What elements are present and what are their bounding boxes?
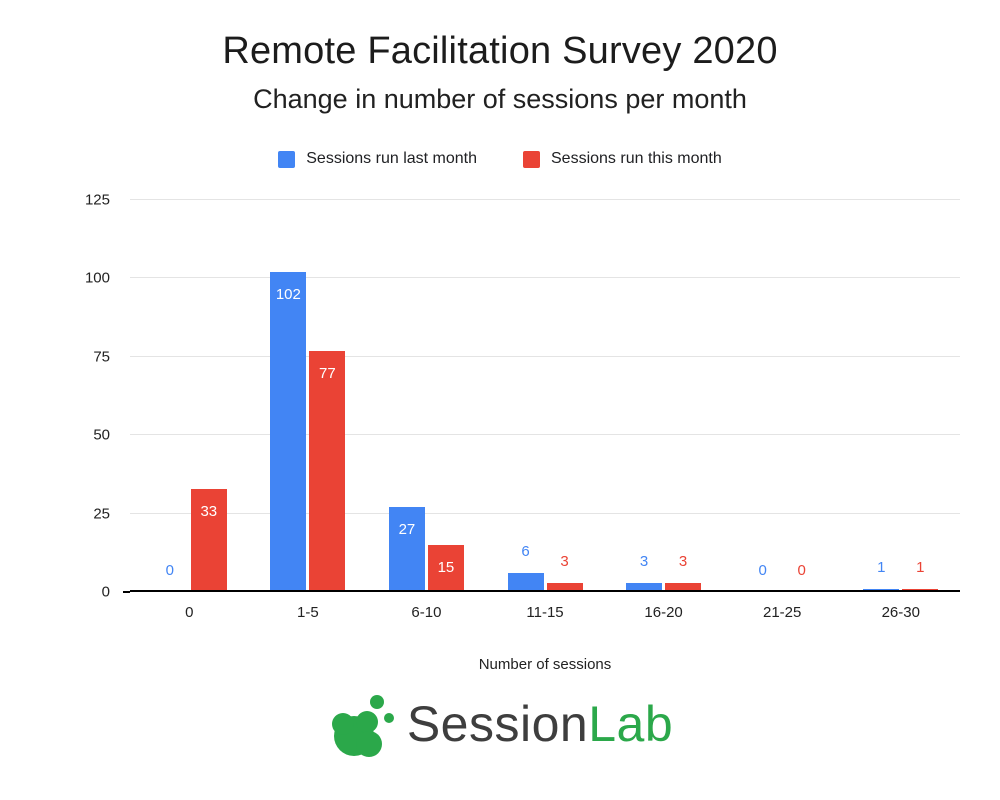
- bar-fill: [665, 583, 702, 592]
- x-tick-label: 0: [185, 604, 194, 621]
- gridline-125: [130, 199, 960, 200]
- bar-group-1-5: 102 77: [249, 200, 368, 592]
- bar-last-month-26-30: 1: [863, 200, 900, 592]
- chart-title: Remote Facilitation Survey 2020: [222, 30, 778, 72]
- x-axis-title: Number of sessions: [478, 656, 612, 673]
- legend-item: Sessions run last month: [278, 150, 477, 168]
- y-tick-label: 125: [84, 191, 110, 209]
- bar-group-0: 0 33: [130, 200, 249, 592]
- bar-this-month-1-5: 77: [309, 200, 346, 592]
- gridline-100: [130, 277, 960, 278]
- plot-area: 0 33 102 77 27 15 6 3 3 3 0 0 1 1: [123, 199, 960, 593]
- bar-last-month-6-10: 27: [388, 200, 425, 592]
- bar-fill: [190, 489, 227, 592]
- brand-text-primary: Session: [406, 696, 589, 752]
- bar-fill: [507, 573, 544, 592]
- bar-last-month-11-15: 6: [507, 200, 544, 592]
- bar-value-label: 1: [916, 559, 925, 576]
- bar-value-label: 0: [165, 562, 174, 579]
- bar-value-label: 27: [398, 521, 416, 538]
- bar-last-month-21-25: 0: [745, 200, 781, 592]
- bar-value-label: 3: [639, 553, 649, 570]
- y-tick-label: 0: [101, 583, 110, 601]
- legend: Sessions run last month Sessions run this…: [0, 150, 1000, 168]
- bar-value-label: 33: [200, 503, 218, 520]
- y-axis-labels: 0 25 50 75 100 125: [0, 193, 122, 600]
- bar-value-label: 0: [797, 562, 806, 579]
- bar-value-label: 3: [678, 553, 688, 570]
- bar-value-label: 3: [560, 553, 569, 570]
- bar-fill: [309, 351, 346, 592]
- bar-this-month-26-30: 1: [902, 200, 939, 592]
- gridline-25: [130, 513, 960, 514]
- bar-last-month-16-20: 3: [626, 200, 663, 592]
- sessionlab-splat-icon: [331, 695, 394, 757]
- bar-last-month-1-5: 102: [270, 200, 307, 592]
- x-tick-label: 6-10: [411, 604, 442, 621]
- gridline-75: [130, 356, 960, 357]
- bar-fill: [270, 272, 307, 592]
- chart-subtitle: Change in number of sessions per month: [253, 84, 747, 114]
- bar-value-label: 6: [521, 543, 530, 560]
- bar-this-month-21-25: 0: [784, 200, 820, 592]
- x-tick-label: 16-20: [644, 604, 683, 621]
- bar-fill: [546, 583, 583, 592]
- y-tick-label: 25: [93, 505, 110, 523]
- x-axis-labels: 0 1-5 6-10 11-15 16-20 21-25 26-30: [130, 604, 960, 621]
- legend-label: Sessions run last month: [306, 150, 477, 167]
- x-tick-label: 1-5: [297, 604, 319, 621]
- gridline-50: [130, 434, 960, 435]
- legend-swatch: [278, 150, 296, 168]
- bar-value-label: 77: [319, 365, 336, 382]
- bar-value-label: 0: [758, 562, 767, 579]
- legend-label: Sessions run this month: [551, 150, 722, 167]
- bar-value-label: 1: [877, 559, 886, 576]
- legend-item: Sessions run this month: [523, 150, 722, 168]
- bar-fill: [388, 507, 425, 592]
- y-tick-label: 75: [93, 348, 110, 366]
- legend-swatch: [523, 150, 540, 168]
- bar-fill: [427, 545, 464, 592]
- x-tick-label: 26-30: [881, 604, 920, 621]
- brand-logo: SessionLab: [0, 684, 1000, 764]
- bar-this-month-16-20: 3: [665, 200, 702, 592]
- brand-text-accent: Lab: [588, 696, 674, 752]
- zero-axis-tick: [123, 591, 130, 593]
- bar-value-label: 15: [437, 559, 455, 576]
- bar-this-month-0: 33: [190, 200, 227, 592]
- brand-wordmark: SessionLab: [407, 695, 673, 753]
- bar-groups: 0 33 102 77 27 15 6 3 3 3 0 0 1 1: [130, 200, 960, 592]
- gridline-0: [130, 590, 960, 592]
- y-tick-label: 100: [84, 269, 110, 287]
- y-tick-label: 50: [93, 426, 110, 444]
- bar-value-label: 102: [275, 286, 301, 303]
- bar-group-6-10: 27 15: [367, 200, 486, 592]
- bar-this-month-11-15: 3: [546, 200, 583, 592]
- x-tick-label: 21-25: [762, 604, 802, 621]
- bar-this-month-6-10: 15: [427, 200, 464, 592]
- x-tick-label: 11-15: [526, 604, 564, 621]
- bar-fill: [626, 583, 663, 592]
- bar-last-month-0: 0: [152, 200, 188, 592]
